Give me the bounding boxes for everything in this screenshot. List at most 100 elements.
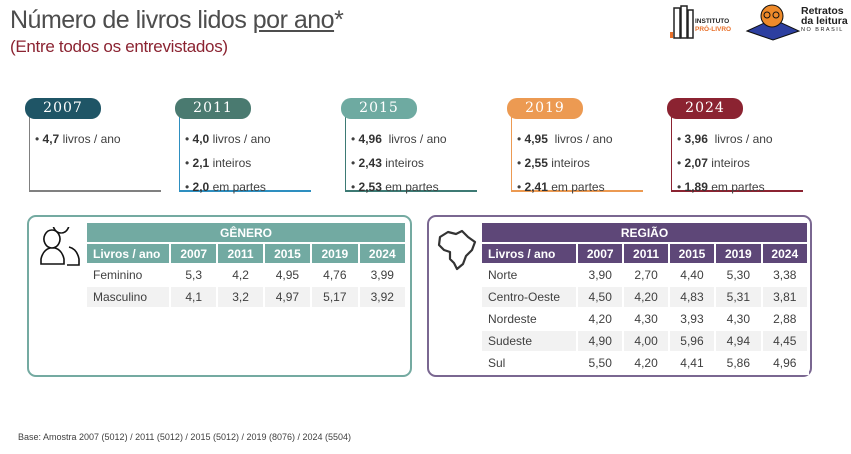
table-cell: 5,50: [575, 351, 625, 375]
year-card-2011: 2011 • 4,0 livros / ano • 2,1 inteiros • 2,…: [175, 98, 311, 194]
instituto-pro-livro-logo: INSTITUTO PRÓ-LIVRO: [668, 4, 738, 40]
year-card-2007: 2007 • 4,7 livros / ano: [25, 98, 161, 193]
table-cell: 4,30: [622, 307, 670, 331]
column-header: 2024: [357, 242, 408, 265]
table-cell: 4,1: [168, 285, 219, 309]
table-cell: 4,00: [622, 329, 670, 353]
regiao-panel: REGIÃO Livros / ano 2007 2011 2015 2019 2024 No…: [427, 215, 812, 377]
table-cell: 4,20: [575, 307, 625, 331]
footer-note: Base: Amostra 2007 (5012) / 2011 (5012) …: [18, 432, 352, 442]
stat-item: • 2,1 inteiros: [185, 156, 252, 170]
stat-item: • 3,96 livros / ano: [677, 132, 773, 146]
table-cell: 2,70: [622, 263, 670, 287]
table-cell: Nordeste: [480, 307, 578, 331]
table-cell: 4,90: [575, 329, 625, 353]
year-card-2015: 2015 • 4,96 livros / ano • 2,43 inteiros • …: [341, 98, 477, 194]
card-border: [29, 112, 161, 192]
table-row: Masculino 4,1 3,2 4,97 5,17 3,92: [85, 285, 408, 309]
table-row: Sul 5,50 4,20 4,41 5,86 4,96: [480, 351, 810, 375]
table-row: Norte 3,90 2,70 4,40 5,30 3,38: [480, 263, 810, 287]
table-cell: 4,20: [622, 285, 670, 309]
column-header: 2007: [575, 242, 625, 265]
table-cell: 4,2: [216, 263, 265, 287]
stat-item: • 2,53 em partes: [351, 180, 439, 194]
table-row: Nordeste 4,20 4,30 3,93 4,30 2,88: [480, 307, 810, 331]
column-header: 2011: [622, 242, 670, 265]
brazil-map-icon: [437, 229, 477, 271]
table-cell: 4,50: [575, 285, 625, 309]
column-header: 2007: [168, 242, 219, 265]
year-pill: 2019: [507, 98, 583, 119]
genero-table: GÊNERO Livros / ano 2007 2011 2015 2019 2024 Fe…: [85, 221, 408, 309]
column-header: 2024: [760, 242, 810, 265]
table-cell: Sul: [480, 351, 578, 375]
table-cell: 4,30: [714, 307, 763, 331]
table-cell: 5,3: [168, 263, 219, 287]
table-cell: 4,41: [667, 351, 717, 375]
year-stats: • 4,95 livros / ano • 2,55 inteiros • 2,41…: [517, 127, 613, 199]
stat-item: • 4,95 livros / ano: [517, 132, 613, 146]
column-header: 2019: [310, 242, 360, 265]
stat-item: • 2,41 em partes: [517, 180, 605, 194]
table-row: Feminino 5,3 4,2 4,95 4,76 3,99: [85, 263, 408, 287]
stat-item: • 4,7 livros / ano: [35, 132, 121, 146]
table-cell: 5,31: [714, 285, 763, 309]
genero-panel: GÊNERO Livros / ano 2007 2011 2015 2019 2024 Fe…: [27, 215, 412, 377]
table-cell: Masculino: [85, 285, 171, 309]
table-cell: 3,92: [357, 285, 408, 309]
reader-mascot-icon: [745, 4, 801, 41]
table-cell: 4,95: [262, 263, 313, 287]
card-border: [179, 112, 311, 192]
year-pill: 2011: [175, 98, 251, 119]
stat-item: • 4,96 livros / ano: [351, 132, 447, 146]
stat-item: • 1,89 em partes: [677, 180, 765, 194]
table-cell: 3,93: [667, 307, 717, 331]
table-cell: 4,83: [667, 285, 717, 309]
table-cell: 3,2: [216, 285, 265, 309]
table-cell: 3,90: [575, 263, 625, 287]
table-cell: 3,81: [760, 285, 810, 309]
table-cell: 5,17: [310, 285, 360, 309]
year-stats: • 4,0 livros / ano • 2,1 inteiros • 2,0 em…: [185, 127, 271, 199]
table-row: Centro-Oeste 4,50 4,20 4,83 5,31 3,81: [480, 285, 810, 309]
table-cell: 4,97: [262, 285, 313, 309]
table-cell: 4,45: [760, 329, 810, 353]
table-cell: 3,38: [760, 263, 810, 287]
card-border: [345, 112, 477, 192]
table-cell: 4,96: [760, 351, 810, 375]
table-title: GÊNERO: [85, 221, 407, 244]
table-title: REGIÃO: [480, 221, 809, 244]
table-cell: 2,88: [760, 307, 810, 331]
table-cell: Sudeste: [480, 329, 578, 353]
page-subtitle: (Entre todos os entrevistados): [10, 37, 228, 56]
stat-item: • 2,07 inteiros: [677, 156, 750, 170]
table-cell: 4,40: [667, 263, 717, 287]
table-cell: Centro-Oeste: [480, 285, 578, 309]
people-icon: [40, 227, 80, 266]
regiao-table: REGIÃO Livros / ano 2007 2011 2015 2019 2024 No…: [480, 221, 810, 375]
year-stats: • 3,96 livros / ano • 2,07 inteiros • 1,89…: [677, 127, 773, 199]
page-title: Número de livros lidos por ano*: [10, 6, 344, 34]
column-header: 2019: [714, 242, 763, 265]
table-cell: 3,99: [357, 263, 408, 287]
table-cell: 5,86: [714, 351, 763, 375]
table-cell: 5,30: [714, 263, 763, 287]
card-border: [511, 112, 643, 192]
year-card-2024: 2024 • 3,96 livros / ano • 2,07 inteiros • …: [667, 98, 803, 194]
table-cell: Norte: [480, 263, 578, 287]
stat-item: • 2,0 em partes: [185, 180, 266, 194]
column-header: 2011: [216, 242, 265, 265]
column-header: 2015: [667, 242, 717, 265]
year-card-2019: 2019 • 4,95 livros / ano • 2,55 inteiros • …: [507, 98, 643, 194]
year-pill: 2007: [25, 98, 101, 119]
table-cell: Feminino: [85, 263, 171, 287]
books-icon: [670, 5, 694, 39]
column-header: Livros / ano: [85, 242, 171, 265]
table-row: Sudeste 4,90 4,00 5,96 4,94 4,45: [480, 329, 810, 353]
stat-item: • 2,55 inteiros: [517, 156, 590, 170]
column-header: 2015: [262, 242, 313, 265]
year-stats: • 4,96 livros / ano • 2,43 inteiros • 2,53…: [351, 127, 447, 199]
card-border: [671, 112, 803, 192]
stat-item: • 4,0 livros / ano: [185, 132, 271, 146]
retratos-da-leitura-logo: Retratos da leitura NO BRASIL: [745, 3, 850, 43]
